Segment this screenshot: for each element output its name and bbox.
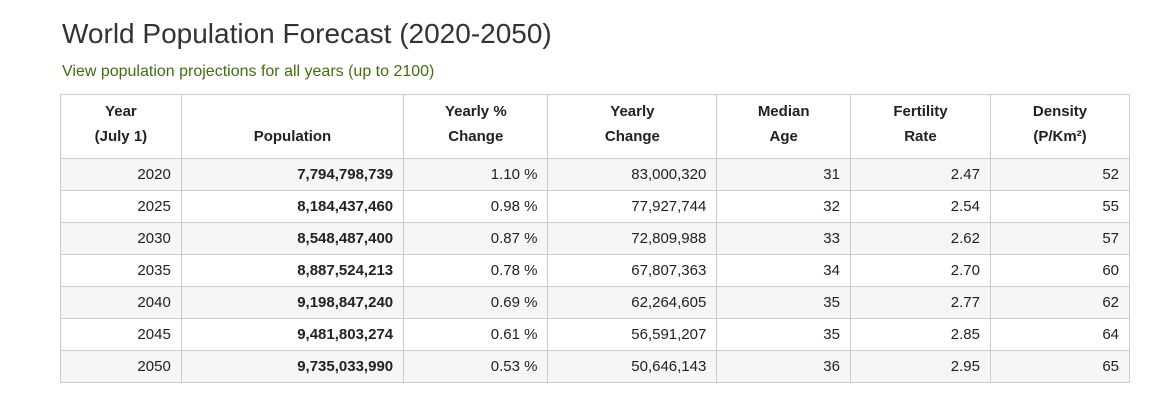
population-forecast-table: Year (July 1) Population Yearly % Change Year… (60, 94, 1130, 383)
column-header-text: Population (253, 127, 332, 145)
cell-median_age: 31 (716, 157, 851, 191)
cell-year: 2040 (60, 285, 182, 319)
cell-yearly_change: 50,646,143 (547, 349, 718, 383)
column-header-text: Change (448, 127, 504, 145)
column-header-yearly_change: Yearly Change (547, 94, 718, 159)
header-row: Year (July 1) Population Yearly % Change Year… (60, 94, 1130, 159)
cell-population: 8,548,487,400 (180, 221, 405, 255)
cell-median_age: 35 (716, 285, 851, 319)
column-header-text: Yearly (610, 103, 655, 120)
cell-year: 2025 (60, 189, 182, 223)
cell-yearly_change: 67,807,363 (547, 253, 718, 287)
column-header-density: Density (P/Km²) (990, 94, 1130, 159)
cell-population: 8,887,524,213 (180, 253, 405, 287)
column-header-text: Year (105, 103, 137, 120)
column-header-text: Density (1032, 103, 1088, 120)
cell-yearly_change: 72,809,988 (547, 221, 718, 255)
cell-yearly_pct_change: 0.61 % (403, 317, 549, 351)
cell-yearly_pct_change: 1.10 % (403, 157, 549, 191)
cell-yearly_pct_change: 0.69 % (403, 285, 549, 319)
cell-yearly_change: 56,591,207 (547, 317, 718, 351)
cell-year: 2035 (60, 253, 182, 287)
column-header-text: (P/Km²) (1033, 127, 1087, 145)
cell-yearly_pct_change: 0.53 % (403, 349, 549, 383)
cell-fertility_rate: 2.95 (849, 349, 992, 383)
column-header-year: Year (July 1) (60, 94, 182, 159)
column-header-text: Rate (904, 127, 937, 145)
cell-density: 55 (990, 189, 1130, 223)
table-row-2035: 2035 8,887,524,213 0.78 % 67,807,363 34 2.70 6… (60, 253, 1130, 287)
cell-year: 2050 (60, 349, 182, 383)
cell-yearly_change: 77,927,744 (547, 189, 718, 223)
cell-median_age: 36 (716, 349, 851, 383)
cell-population: 9,198,847,240 (180, 285, 405, 319)
cell-year: 2020 (60, 157, 182, 191)
column-header-yearly_pct_change: Yearly % Change (403, 94, 549, 159)
cell-median_age: 35 (716, 317, 851, 351)
cell-fertility_rate: 2.85 (849, 317, 992, 351)
cell-density: 57 (990, 221, 1130, 255)
cell-yearly_change: 83,000,320 (547, 157, 718, 191)
view-projections-link[interactable]: View population projections for all year… (62, 63, 435, 80)
cell-yearly_pct_change: 0.98 % (403, 189, 549, 223)
table-row-2020: 2020 7,794,798,739 1.10 % 83,000,320 31 2.47 5… (60, 157, 1130, 191)
cell-density: 65 (990, 349, 1130, 383)
cell-yearly_pct_change: 0.87 % (403, 221, 549, 255)
column-header-population: Population (180, 94, 405, 159)
cell-fertility_rate: 2.70 (849, 253, 992, 287)
column-header-fertility_rate: Fertility Rate (849, 94, 992, 159)
cell-population: 9,481,803,274 (180, 317, 405, 351)
cell-density: 62 (990, 285, 1130, 319)
cell-density: 60 (990, 253, 1130, 287)
cell-population: 7,794,798,739 (180, 157, 405, 191)
cell-fertility_rate: 2.77 (849, 285, 992, 319)
column-header-text: Yearly % (444, 103, 507, 120)
cell-median_age: 34 (716, 253, 851, 287)
cell-population: 9,735,033,990 (180, 349, 405, 383)
cell-year: 2030 (60, 221, 182, 255)
column-header-text: Median (757, 103, 810, 120)
cell-population: 8,184,437,460 (180, 189, 405, 223)
cell-median_age: 32 (716, 189, 851, 223)
cell-yearly_pct_change: 0.78 % (403, 253, 549, 287)
cell-fertility_rate: 2.47 (849, 157, 992, 191)
cell-fertility_rate: 2.54 (849, 189, 992, 223)
cell-density: 64 (990, 317, 1130, 351)
column-header-text: Fertility (893, 103, 948, 120)
cell-fertility_rate: 2.62 (849, 221, 992, 255)
page-title: World Population Forecast (2020-2050) (62, 18, 552, 49)
table-row-2030: 2030 8,548,487,400 0.87 % 72,809,988 33 2.62 5… (60, 221, 1130, 255)
cell-year: 2045 (60, 317, 182, 351)
table-row-2050: 2050 9,735,033,990 0.53 % 50,646,143 36 2.95 6… (60, 349, 1130, 383)
cell-median_age: 33 (716, 221, 851, 255)
table-body: 2020 7,794,798,739 1.10 % 83,000,320 31 2.47 5… (60, 157, 1130, 383)
table-row-2045: 2045 9,481,803,274 0.61 % 56,591,207 35 2.85 6… (60, 317, 1130, 351)
column-header-text: Age (769, 127, 798, 145)
cell-yearly_change: 62,264,605 (547, 285, 718, 319)
column-header-text: Change (604, 127, 660, 145)
table-row-2040: 2040 9,198,847,240 0.69 % 62,264,605 35 2.77 6… (60, 285, 1130, 319)
table-row-2025: 2025 8,184,437,460 0.98 % 77,927,744 32 2.54 5… (60, 189, 1130, 223)
cell-density: 52 (990, 157, 1130, 191)
column-header-median_age: Median Age (716, 94, 851, 159)
column-header-text: (July 1) (94, 127, 148, 145)
